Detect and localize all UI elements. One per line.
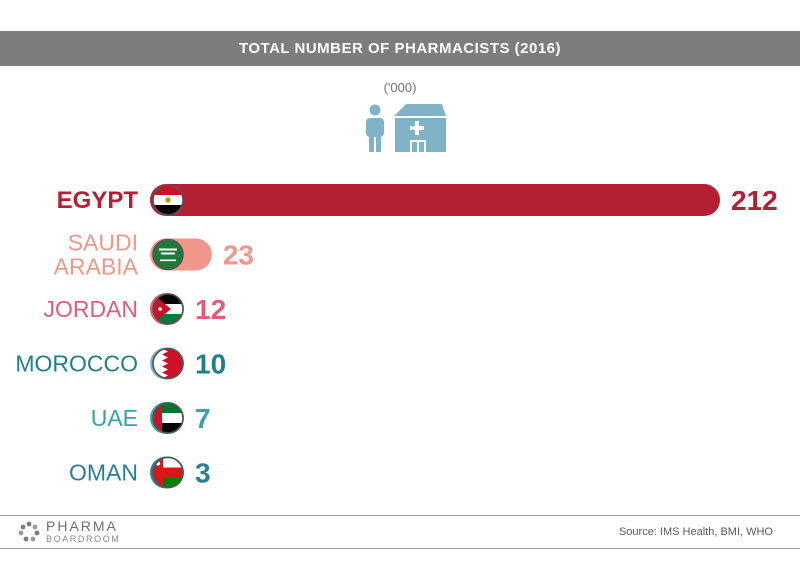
value-label-jordan: 12 <box>195 294 226 325</box>
saudi-arabia-flag-icon <box>153 239 183 270</box>
bar-chart: EGYPT 212 SAUDI ARABIA 23 JORDAN 12 MOROCCO 10 UA… <box>15 184 778 489</box>
pharmacist-pharmacy-icon <box>366 104 446 152</box>
footer-divider-top <box>0 515 800 516</box>
value-label-egypt: 212 <box>731 185 778 216</box>
bar-egypt <box>150 184 720 216</box>
pharmaboardroom-logo: PHARMA BOARDROOM <box>18 519 120 544</box>
flag-outline <box>152 238 184 271</box>
value-label-oman: 3 <box>195 458 211 489</box>
flag-outline <box>152 293 184 325</box>
source-note: Source: IMS Health, BMI, WHO <box>618 526 773 538</box>
footer-divider-bottom <box>0 548 800 549</box>
jordan-flag-icon <box>153 294 183 324</box>
value-label-saudi-arabia: 23 <box>223 240 254 271</box>
flag-outline <box>152 456 184 489</box>
pharmaboardroom-logo-icon <box>18 521 40 541</box>
category-label-jordan: JORDAN <box>43 296 138 322</box>
value-label-morocco: 10 <box>195 349 226 380</box>
category-label-egypt: EGYPT <box>57 187 139 214</box>
category-label-uae: UAE <box>91 405 138 431</box>
logo-main-text: PHARMA <box>46 518 118 534</box>
logo-sub-text: BOARDROOM <box>46 534 121 544</box>
egypt-flag-icon <box>153 185 183 215</box>
chart-title: TOTAL NUMBER OF PHARMACISTS (2016) <box>0 31 800 66</box>
category-label-morocco: MOROCCO <box>15 351 138 377</box>
category-label-saudi-arabia: SAUDI ARABIA <box>54 230 139 280</box>
unit-label: ('000) <box>383 80 417 95</box>
flag-outline <box>152 184 184 216</box>
oman-flag-icon <box>153 457 183 488</box>
flag-outline <box>152 347 184 380</box>
value-label-uae: 7 <box>195 403 211 434</box>
category-label-oman: OMAN <box>69 460 138 486</box>
flag-outline <box>152 402 184 434</box>
uae-flag-icon <box>153 403 183 433</box>
bahrain-flag-icon <box>153 348 183 379</box>
